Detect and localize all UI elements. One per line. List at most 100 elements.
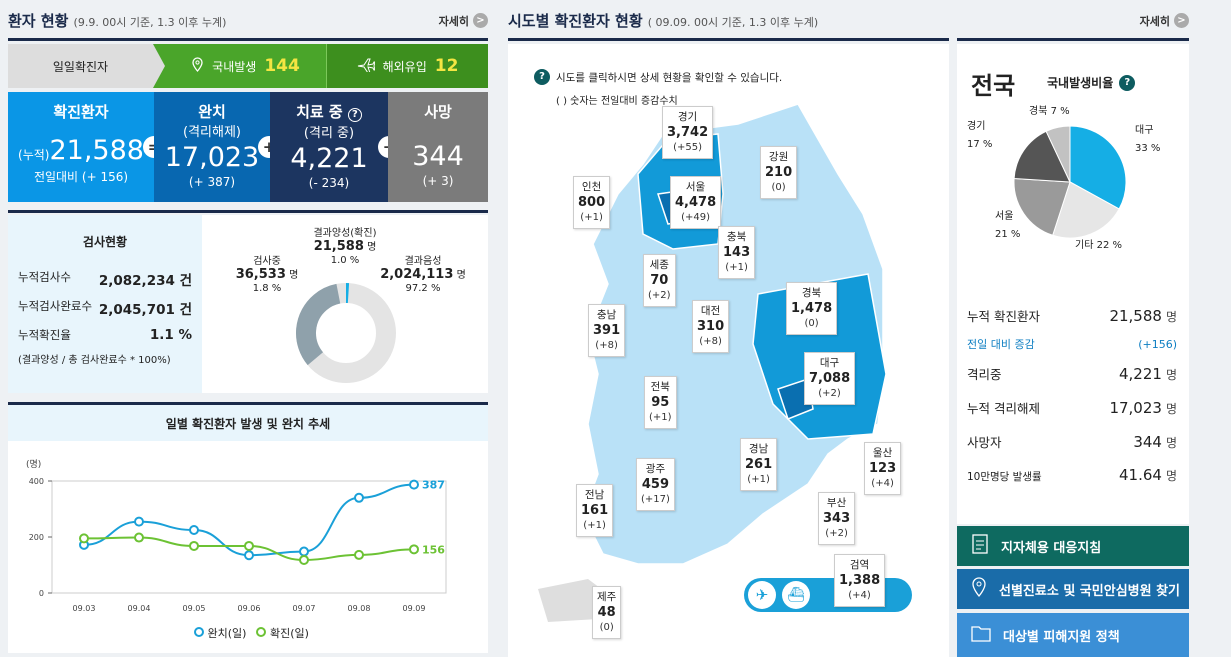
data-point bbox=[244, 550, 254, 561]
region-quarantine[interactable]: 검역 1,388 (+4) bbox=[834, 554, 886, 607]
side-row-released: 누적 격리해제 17,023 명 bbox=[967, 399, 1177, 417]
ship-icon[interactable]: ⛴ bbox=[782, 581, 810, 609]
more-link[interactable]: 자세히 > bbox=[439, 13, 488, 29]
region-gangwon[interactable]: 강원 210 (0) bbox=[760, 146, 798, 199]
confirmed-title: 확진환자 bbox=[53, 103, 109, 121]
treating-box[interactable]: 치료 중 ? (격리 중) 4,221 (- 234) bbox=[270, 92, 388, 202]
legend-released: 완치(일) bbox=[194, 625, 246, 641]
chart-legend: 완치(일) 확진(일) bbox=[194, 625, 309, 641]
help-icon[interactable]: ? bbox=[347, 108, 362, 122]
national-panel: 전국 국내발생비율 ? 경북 7 % 경기 17 % 대구 33 % 서울 21 % … bbox=[957, 44, 1189, 524]
data-point bbox=[134, 516, 144, 527]
overseas-count: 12 bbox=[434, 56, 459, 76]
map-hint-diff: ( ) 숫자는 전일대비 증감수치 bbox=[556, 96, 678, 107]
region-daejeon[interactable]: 대전 310 (+8) bbox=[692, 300, 730, 353]
region-daegu[interactable]: 대구 7,088 (+2) bbox=[804, 352, 856, 405]
chevron-right-icon: > bbox=[1174, 13, 1189, 28]
pie-label-gyeonggi: 경기 17 % bbox=[967, 121, 993, 150]
treating-sub: (격리 중) bbox=[303, 126, 355, 141]
released-change: (+ 387) bbox=[188, 175, 236, 189]
location-pin-icon bbox=[191, 57, 204, 75]
data-point bbox=[354, 549, 364, 560]
positive-arc bbox=[296, 283, 396, 383]
test-donut-panel: 결과양성(확진) 21,588 명 1.0 % 검사중 36,533 명 1.8… bbox=[202, 215, 488, 393]
test-summary: 검사현황 누적검사수 2,082,234 건 누적검사완료수 2,045,701 건… bbox=[8, 215, 202, 393]
region-seoul[interactable]: 서울 4,478 (+49) bbox=[670, 176, 722, 229]
airplane-icon[interactable]: ✈ bbox=[748, 581, 776, 609]
pie-label-gyeongbuk: 경북 7 % bbox=[1029, 106, 1070, 117]
released-value: 17,023 bbox=[164, 142, 260, 173]
region-gyeonggi[interactable]: 경기 3,742 (+55) bbox=[662, 106, 714, 159]
test-note: (결과양성 / 총 검사완료수 * 100%) bbox=[18, 355, 171, 366]
data-point bbox=[299, 546, 309, 557]
pie-label-etc: 기타 22 % bbox=[1075, 240, 1122, 251]
deaths-box[interactable]: 사망 344 (+ 3) bbox=[388, 92, 488, 202]
region-busan[interactable]: 부산 343 (+2) bbox=[818, 492, 856, 545]
test-title: 검사현황 bbox=[82, 235, 128, 249]
trend-line-chart: 0 200 400 09.03 09.04 09.05 09.06 09.07 09.08 09.… bbox=[29, 477, 447, 613]
more-link[interactable]: 자세히 > bbox=[1140, 13, 1189, 29]
released-box[interactable]: 완치 (격리해제) 17,023 (+ 387) bbox=[154, 92, 270, 202]
pie-slice bbox=[1014, 130, 1071, 183]
national-title: 전국 bbox=[971, 72, 1016, 100]
overseas-cell: 해외유입 12 bbox=[327, 44, 488, 88]
overseas-label: 해외유입 bbox=[382, 59, 427, 74]
help-icon[interactable]: ? bbox=[1119, 74, 1136, 91]
guide-button[interactable]: 지자체용 대응지침 bbox=[957, 526, 1189, 566]
korea-map-panel: ? 시도를 클릭하시면 상세 현황을 확인할 수 있습니다. ( ) 숫자는 전… bbox=[508, 44, 949, 657]
x-tick-label: 09.06 bbox=[238, 604, 261, 613]
confirmed-box[interactable]: 확진환자 (누적)21,588 전일대비 (+ 156) bbox=[8, 92, 154, 202]
support-label: 대상별 피해지원 정책 bbox=[1003, 629, 1120, 645]
region-jeonbuk[interactable]: 전북 95 (+1) bbox=[644, 376, 677, 429]
y-tick-label: 0 bbox=[39, 589, 44, 598]
clinic-button[interactable]: 선별진료소 및 국민안심병원 찾기 bbox=[957, 569, 1189, 609]
regional-title: 시도별 확진환자 현황 bbox=[508, 12, 643, 30]
domestic-ratio-pie bbox=[1014, 126, 1126, 238]
pie-label-daegu: 대구 33 % bbox=[1135, 125, 1161, 154]
pie-slice bbox=[1014, 177, 1071, 236]
treating-value: 4,221 bbox=[290, 143, 368, 174]
chart-unit: (명) bbox=[26, 460, 42, 470]
region-jeju[interactable]: 제주 48 (0) bbox=[592, 586, 622, 639]
region-gyeongbuk[interactable]: 경북 1,478 (0) bbox=[786, 282, 838, 335]
pie-label-seoul: 서울 21 % bbox=[995, 211, 1021, 240]
deaths-value: 344 bbox=[412, 141, 464, 172]
help-icon: ? bbox=[534, 69, 550, 85]
test-row: 누적검사완료수 2,045,701 건 bbox=[18, 299, 192, 318]
cumulative-prefix: (누적) bbox=[18, 148, 50, 162]
region-gwangju[interactable]: 광주 459 (+17) bbox=[636, 458, 675, 511]
positive-label: 결과양성(확진) 21,588 명 1.0 % bbox=[313, 228, 377, 266]
released-title: 완치 bbox=[198, 103, 226, 121]
pie-slice bbox=[1069, 126, 1126, 210]
region-jeonnam[interactable]: 전남 161 (+1) bbox=[576, 484, 614, 537]
region-chungnam[interactable]: 충남 391 (+8) bbox=[588, 304, 626, 357]
pie-slice bbox=[1052, 181, 1120, 238]
x-tick-label: 09.08 bbox=[348, 604, 371, 613]
region-gyeongnam[interactable]: 경남 261 (+1) bbox=[740, 438, 778, 491]
region-chungbuk[interactable]: 충북 143 (+1) bbox=[718, 226, 756, 279]
side-row-rate: 10만명당 발생률 41.64 명 bbox=[967, 466, 1177, 484]
deaths-title: 사망 bbox=[424, 103, 452, 121]
region-incheon[interactable]: 인천 800 (+1) bbox=[573, 176, 611, 229]
data-point bbox=[409, 544, 419, 555]
data-point bbox=[189, 540, 199, 551]
test-row: 누적검사수 2,082,234 건 bbox=[18, 270, 192, 289]
data-point bbox=[79, 533, 89, 544]
side-row-confirmed: 누적 확진환자 21,588 명 bbox=[967, 307, 1177, 325]
region-ulsan[interactable]: 울산 123 (+4) bbox=[864, 442, 902, 495]
section-subtitle: (9.9. 00시 기준, 1.3 이후 누계) bbox=[73, 16, 227, 29]
airplane-icon bbox=[357, 58, 376, 75]
support-button[interactable]: 대상별 피해지원 정책 bbox=[957, 613, 1189, 657]
deaths-change: (+ 3) bbox=[422, 174, 454, 188]
y-tick-label: 200 bbox=[29, 533, 44, 542]
x-tick-label: 09.09 bbox=[403, 604, 426, 613]
chevron-right-icon: > bbox=[473, 13, 488, 28]
region-sejong[interactable]: 세종 70 (+2) bbox=[643, 254, 676, 307]
test-row: 누적확진율 1.1 % bbox=[18, 327, 192, 343]
side-row-diff: 전일 대비 증감 (+156) bbox=[967, 338, 1177, 351]
ratio-label: 국내발생비율 ? bbox=[1047, 74, 1136, 91]
map-jeju bbox=[538, 579, 608, 622]
side-row-deaths: 사망자 344 명 bbox=[967, 433, 1177, 451]
folder-icon bbox=[971, 624, 991, 646]
testing-label: 검사중 36,533 명 1.8 % bbox=[235, 256, 299, 294]
